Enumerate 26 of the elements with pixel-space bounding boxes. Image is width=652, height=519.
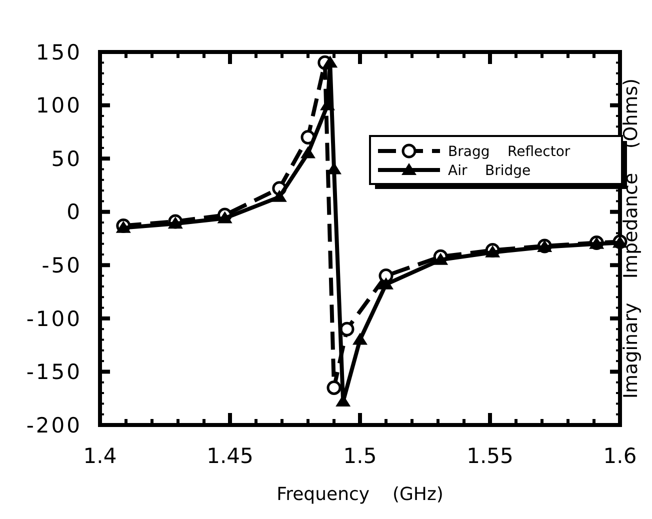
point: [322, 56, 338, 68]
x-tick-label: 1.6: [603, 444, 637, 468]
legend-label: Air Bridge: [448, 162, 531, 179]
point: [272, 190, 287, 202]
y-tick-label: 100: [36, 94, 82, 118]
legend-label: Bragg Reflector: [448, 144, 570, 160]
y-tick-label: -50: [42, 253, 82, 278]
y-axis-title: Imaginary Impedance (Ohms): [620, 78, 642, 399]
y-tick-label: -150: [26, 360, 82, 384]
y-tick-label: 50: [51, 146, 82, 171]
point: [433, 252, 448, 265]
x-tick-label: 1.4: [83, 444, 117, 468]
point: [352, 332, 368, 345]
y-tick-label: -200: [26, 413, 82, 438]
y-tick-label: 0: [66, 200, 82, 224]
point: [326, 380, 342, 395]
x-tick-label: 1.45: [206, 444, 254, 468]
x-tick-label: 1.5: [343, 444, 377, 468]
y-tick-label: 150: [36, 40, 82, 64]
point: [300, 146, 316, 158]
point: [217, 211, 232, 224]
point: [168, 216, 183, 229]
x-axis-title: Frequency (GHz): [276, 484, 444, 505]
x-tick-label: 1.55: [466, 444, 514, 468]
y-tick-label: -100: [26, 306, 82, 331]
point: [378, 277, 394, 290]
